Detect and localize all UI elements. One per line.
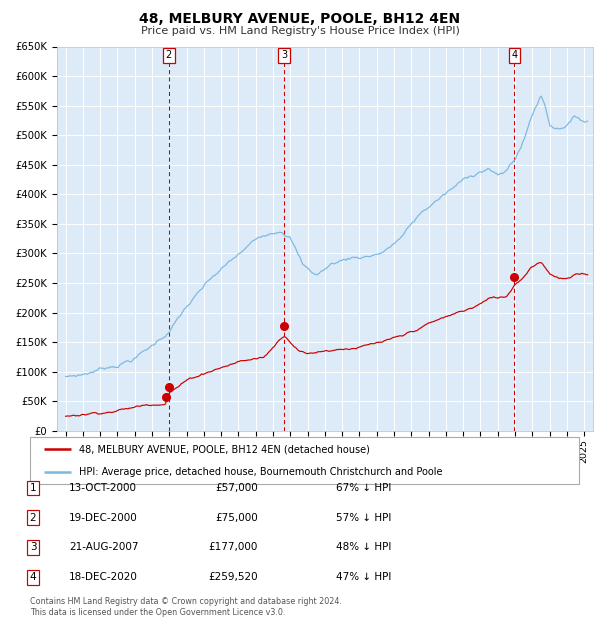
Text: 3: 3: [29, 542, 37, 552]
Text: Price paid vs. HM Land Registry's House Price Index (HPI): Price paid vs. HM Land Registry's House …: [140, 26, 460, 36]
Text: Contains HM Land Registry data © Crown copyright and database right 2024.
This d: Contains HM Land Registry data © Crown c…: [30, 598, 342, 617]
Text: 1: 1: [29, 483, 37, 493]
Text: 21-AUG-2007: 21-AUG-2007: [69, 542, 139, 552]
Text: 13-OCT-2000: 13-OCT-2000: [69, 483, 137, 493]
Text: 48, MELBURY AVENUE, POOLE, BH12 4EN: 48, MELBURY AVENUE, POOLE, BH12 4EN: [139, 12, 461, 27]
FancyBboxPatch shape: [30, 437, 579, 484]
Text: £75,000: £75,000: [215, 513, 258, 523]
Text: 4: 4: [29, 572, 37, 582]
Text: 48, MELBURY AVENUE, POOLE, BH12 4EN (detached house): 48, MELBURY AVENUE, POOLE, BH12 4EN (det…: [79, 444, 370, 454]
Text: 57% ↓ HPI: 57% ↓ HPI: [336, 513, 391, 523]
Text: 2: 2: [29, 513, 37, 523]
Text: 48% ↓ HPI: 48% ↓ HPI: [336, 542, 391, 552]
Text: 18-DEC-2020: 18-DEC-2020: [69, 572, 138, 582]
Text: HPI: Average price, detached house, Bournemouth Christchurch and Poole: HPI: Average price, detached house, Bour…: [79, 466, 443, 477]
Text: 2: 2: [166, 50, 172, 60]
Text: 4: 4: [511, 50, 517, 60]
Text: 19-DEC-2000: 19-DEC-2000: [69, 513, 138, 523]
Text: £57,000: £57,000: [215, 483, 258, 493]
Text: 3: 3: [281, 50, 287, 60]
Text: £259,520: £259,520: [208, 572, 258, 582]
Text: £177,000: £177,000: [209, 542, 258, 552]
Text: 47% ↓ HPI: 47% ↓ HPI: [336, 572, 391, 582]
Text: 67% ↓ HPI: 67% ↓ HPI: [336, 483, 391, 493]
